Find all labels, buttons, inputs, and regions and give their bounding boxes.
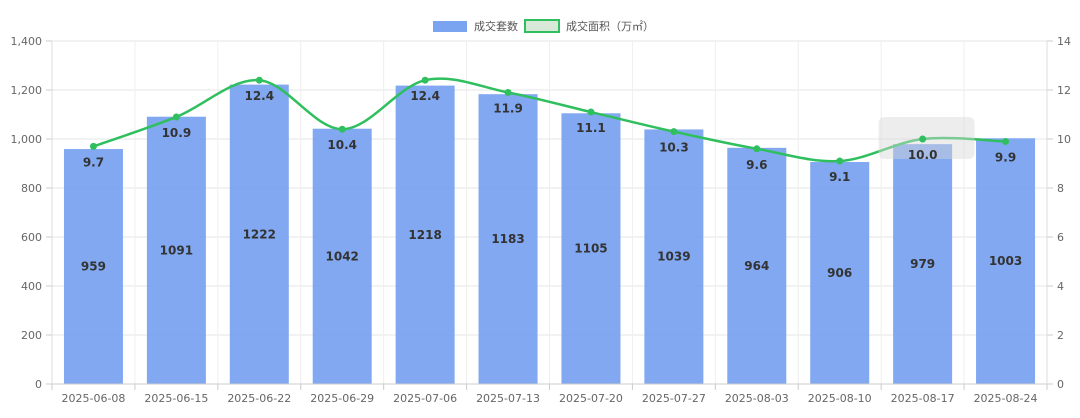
- grid: [51, 40, 1048, 385]
- y-right-tick-label: 0: [1057, 378, 1064, 391]
- x-tick-label: 2025-07-20: [559, 392, 623, 405]
- line-value-label: 9.7: [83, 155, 104, 169]
- line-point: [89, 142, 97, 150]
- bar-value-label: 1042: [326, 249, 359, 263]
- hover-highlight: [878, 117, 975, 159]
- legend-swatch-bar: [433, 21, 467, 32]
- bar: [395, 85, 455, 384]
- x-tick-label: 2025-07-13: [476, 392, 540, 405]
- y-right-tick-label: 12: [1057, 84, 1071, 97]
- legend: 成交套数 成交面积（万㎡）: [433, 19, 654, 33]
- line-value-label: 10.9: [162, 126, 192, 140]
- x-tick-label: 2025-06-29: [310, 392, 374, 405]
- bar: [63, 149, 123, 384]
- line-value-label: 9.9: [995, 150, 1016, 164]
- bar: [561, 113, 621, 385]
- line-value-label: 10.3: [659, 141, 689, 155]
- line-value-label: 9.1: [829, 170, 850, 184]
- line-point: [338, 125, 346, 133]
- y-right-tick-label: 8: [1057, 182, 1064, 195]
- y-right-tick-label: 14: [1057, 35, 1071, 48]
- y-left-tick-label: 800: [21, 182, 42, 195]
- line-point: [919, 135, 927, 143]
- x-tick-label: 2025-08-24: [974, 392, 1038, 405]
- y-left-tick-label: 400: [21, 280, 42, 293]
- area-line: [93, 77, 1006, 163]
- line-value-label: 10.0: [908, 148, 938, 162]
- y-right-tick-label: 6: [1057, 231, 1064, 244]
- legend-label-line: 成交面积（万㎡）: [566, 19, 654, 33]
- line-value-label: 12.4: [410, 89, 440, 103]
- y-left-tick-label: 1,200: [11, 84, 43, 97]
- bar-value-label: 1218: [408, 228, 441, 242]
- axes: 0 0 200 2 400 4 600 6 800 8 1,000 10 1,200 12 1,400 14 2…: [11, 35, 1072, 405]
- y-left-tick-label: 1,400: [11, 35, 43, 48]
- line-point: [255, 76, 263, 84]
- line-point: [670, 128, 678, 136]
- bar-series: [63, 84, 1036, 385]
- y-right-tick-label: 4: [1057, 280, 1064, 293]
- bar: [893, 144, 953, 384]
- line-point: [1002, 137, 1010, 145]
- x-tick-label: 2025-08-10: [808, 392, 872, 405]
- x-tick-label: 2025-08-17: [891, 392, 955, 405]
- bar: [478, 94, 538, 384]
- bar-value-label: 1003: [989, 254, 1022, 268]
- legend-swatch-line: [524, 19, 560, 33]
- bar: [810, 162, 870, 384]
- x-tick-label: 2025-06-08: [61, 392, 125, 405]
- x-tick-label: 2025-06-15: [144, 392, 208, 405]
- bar: [312, 128, 372, 384]
- bar: [146, 116, 206, 384]
- bar-value-label: 979: [910, 257, 935, 271]
- bar-value-label: 1039: [657, 250, 690, 264]
- bar-value-label: 1091: [160, 243, 193, 257]
- y-left-tick-label: 200: [21, 329, 42, 342]
- bar-value-label: 964: [744, 259, 769, 273]
- line-point: [753, 145, 761, 153]
- y-left-tick-label: 0: [35, 378, 42, 391]
- data-labels: 959 1091 1222 1042 1218 1183 1105 1039 964 906 979…: [81, 89, 1022, 280]
- bar: [976, 138, 1036, 384]
- y-right-tick-label: 10: [1057, 133, 1071, 146]
- line-series: [89, 76, 1010, 165]
- line-point: [172, 113, 180, 121]
- x-tick-label: 2025-07-06: [393, 392, 457, 405]
- bar-value-label: 1222: [243, 227, 276, 241]
- bar: [727, 147, 787, 384]
- bar-value-label: 906: [827, 266, 852, 280]
- bar: [644, 129, 704, 384]
- line-point: [421, 76, 429, 84]
- line-value-label: 10.4: [327, 138, 357, 152]
- x-tick-label: 2025-06-22: [227, 392, 291, 405]
- y-left-tick-label: 1,000: [11, 133, 43, 146]
- x-tick-label: 2025-08-03: [725, 392, 789, 405]
- y-left-tick-label: 600: [21, 231, 42, 244]
- bar-value-label: 959: [81, 260, 106, 274]
- x-tick-label: 2025-07-27: [642, 392, 706, 405]
- line-point: [504, 88, 512, 96]
- legend-label-bar: 成交套数: [474, 19, 518, 33]
- bar: [229, 84, 289, 385]
- line-value-label: 9.6: [746, 158, 767, 172]
- line-point: [836, 157, 844, 165]
- line-value-label: 12.4: [244, 89, 274, 103]
- line-value-label: 11.1: [576, 121, 606, 135]
- bar-value-label: 1183: [491, 232, 524, 246]
- y-right-tick-label: 2: [1057, 329, 1064, 342]
- bar-value-label: 1105: [574, 242, 607, 256]
- line-value-label: 11.9: [493, 101, 523, 115]
- line-point: [587, 108, 595, 116]
